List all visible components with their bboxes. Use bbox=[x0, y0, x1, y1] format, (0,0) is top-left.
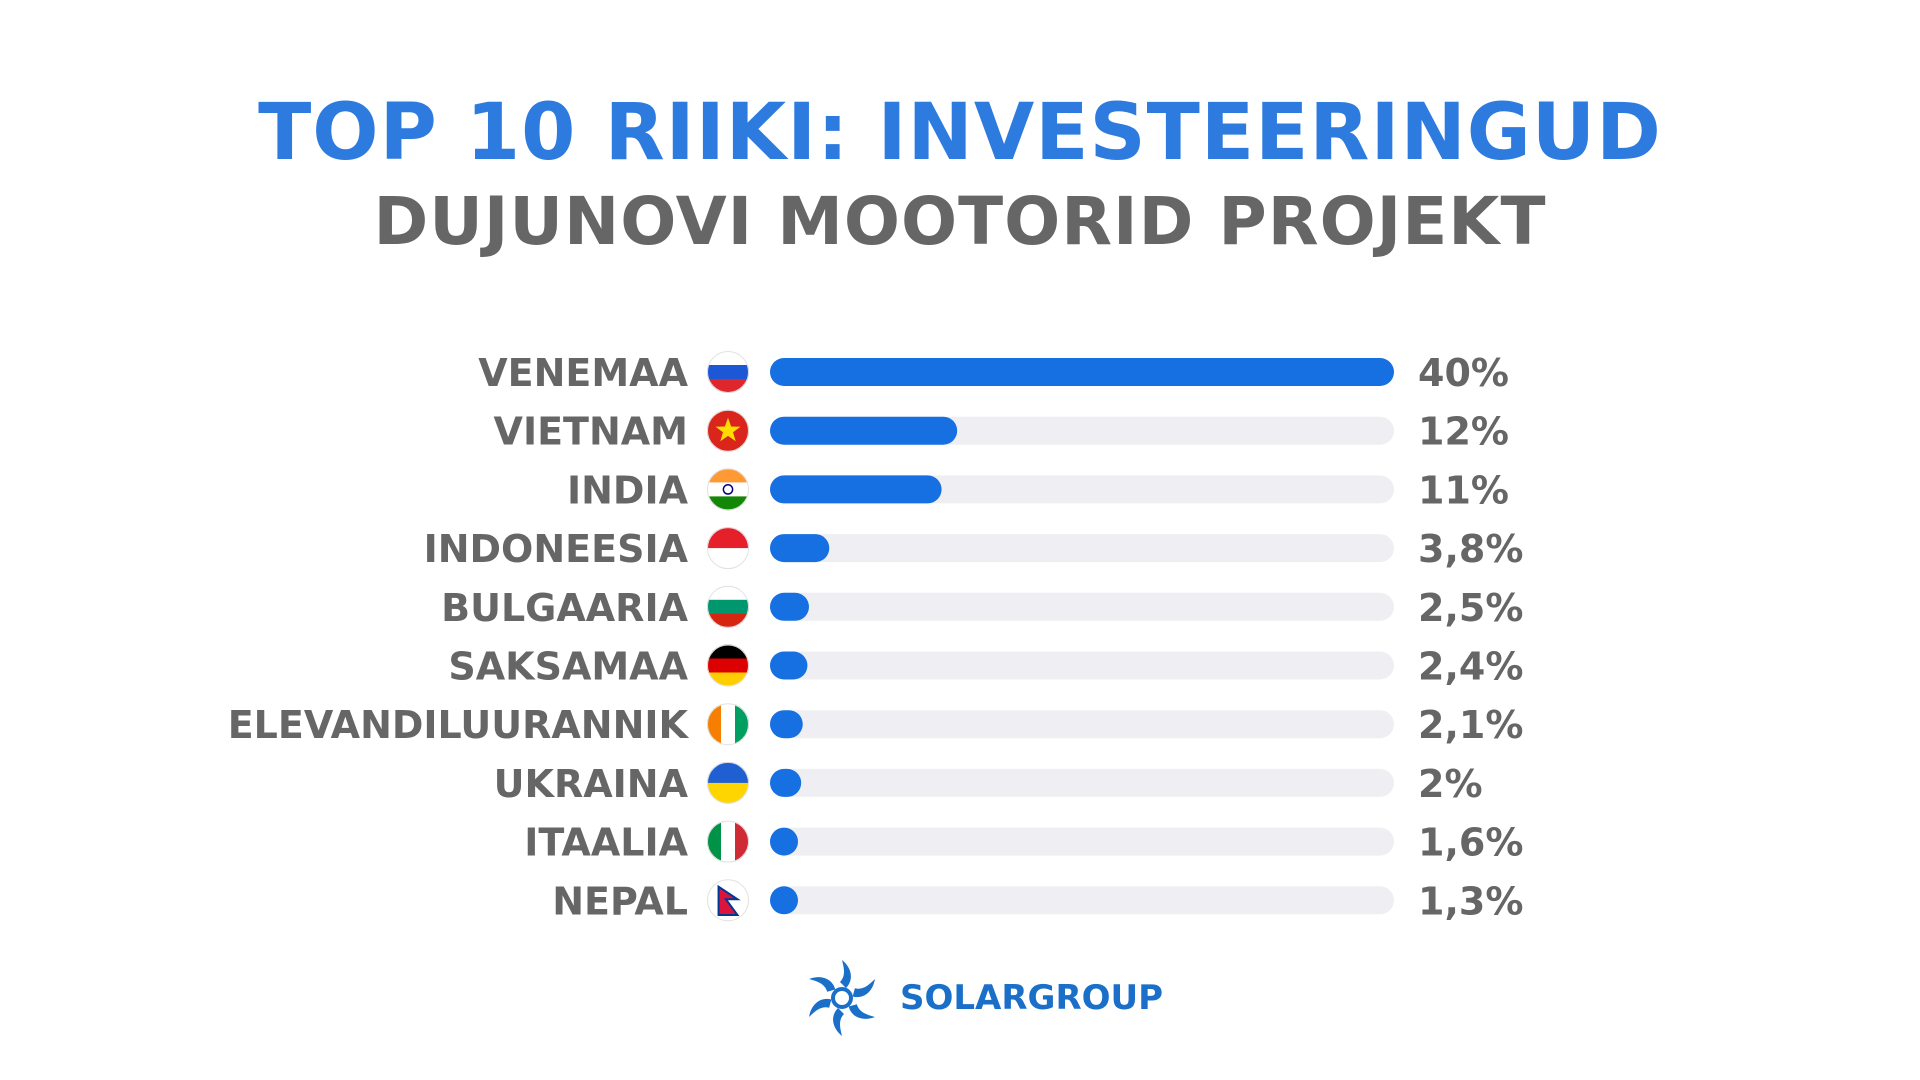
vietnam-flag-icon bbox=[707, 409, 749, 452]
country-label: VIETNAM bbox=[494, 410, 688, 454]
country-label: ITAALIA bbox=[524, 821, 688, 865]
bar bbox=[770, 710, 803, 739]
flag-ring bbox=[707, 527, 749, 570]
chart-row: UKRAINA 2% bbox=[494, 761, 1483, 806]
flag-stripe bbox=[721, 703, 736, 746]
flag-stripe bbox=[707, 482, 749, 497]
chart-row: SAKSAMAA 2,4% bbox=[448, 644, 1523, 689]
value-label: 12% bbox=[1418, 410, 1509, 454]
india-flag-icon bbox=[707, 468, 749, 511]
bar bbox=[770, 358, 1394, 386]
bar bbox=[770, 534, 830, 563]
flag-stripe bbox=[707, 548, 749, 570]
bar-track bbox=[770, 710, 1394, 739]
value-label: 2% bbox=[1418, 762, 1483, 806]
chart-row: VIETNAM 12% bbox=[494, 409, 1509, 454]
flag-ring bbox=[707, 409, 749, 452]
flag-star bbox=[715, 417, 741, 442]
chart-row: INDONEESIA 3,8% bbox=[424, 527, 1523, 571]
flag-stripe bbox=[707, 658, 749, 673]
italy-flag-icon bbox=[707, 820, 749, 863]
flag-chakra bbox=[722, 484, 734, 495]
flag-stripe bbox=[707, 365, 749, 380]
country-label: UKRAINA bbox=[494, 762, 689, 806]
flag-stripe bbox=[707, 761, 749, 784]
bar-track bbox=[770, 592, 1394, 621]
value-label: 3,8% bbox=[1418, 527, 1523, 571]
flag-ring bbox=[707, 351, 749, 393]
country-label: VENEMAA bbox=[478, 351, 688, 395]
bar bbox=[770, 651, 808, 680]
country-label: BULGAARIA bbox=[441, 586, 688, 630]
ukraine-flag-icon bbox=[707, 761, 749, 804]
bar bbox=[770, 827, 798, 856]
value-label: 40% bbox=[1418, 351, 1509, 395]
bulgaria-flag-icon bbox=[707, 585, 749, 628]
bar bbox=[770, 768, 802, 797]
country-label: INDIA bbox=[567, 468, 689, 512]
flag-ring bbox=[707, 585, 749, 628]
value-label: 11% bbox=[1418, 468, 1509, 512]
flag-stripe bbox=[707, 599, 749, 615]
flag-stripe bbox=[721, 820, 736, 863]
value-label: 2,4% bbox=[1418, 645, 1523, 689]
flag-ring bbox=[707, 820, 749, 863]
chart-row: ITAALIA 1,6% bbox=[524, 820, 1523, 865]
flag-ring bbox=[707, 644, 749, 687]
bar-track bbox=[770, 534, 1394, 563]
ivory-coast-flag-icon bbox=[707, 703, 749, 746]
flag-ring bbox=[707, 761, 749, 804]
logo-text: SOLARGROUP bbox=[900, 978, 1164, 1018]
flag-pennant bbox=[717, 884, 741, 916]
chart-row: INDIA 11% bbox=[567, 468, 1509, 512]
sun-swirl-icon bbox=[809, 960, 875, 1036]
flag-stripe bbox=[707, 782, 749, 804]
chart-subtitle: DUJUNOVI MOOTORID PROJEKT bbox=[373, 183, 1547, 260]
value-label: 1,6% bbox=[1418, 821, 1523, 865]
chart-title: TOP 10 RIIKI: INVESTEERINGUD bbox=[258, 88, 1662, 178]
chart-row: ELEVANDILUURANNIK 2,1% bbox=[228, 703, 1523, 747]
indonesia-flag-icon bbox=[707, 527, 749, 570]
value-label: 2,5% bbox=[1418, 586, 1523, 630]
bar bbox=[770, 475, 942, 504]
flag-stripe bbox=[707, 527, 749, 549]
bar-track bbox=[770, 827, 1394, 856]
nepal-flag-icon bbox=[707, 879, 749, 922]
chart-row: BULGAARIA 2,5% bbox=[441, 585, 1523, 630]
flag-ring bbox=[707, 468, 749, 511]
bar-track bbox=[770, 768, 1394, 797]
bar-track bbox=[770, 651, 1394, 680]
chart-row: VENEMAA 40% bbox=[478, 351, 1509, 395]
bar bbox=[770, 416, 958, 445]
indonesia-flag-icon bbox=[707, 527, 749, 570]
country-label: NEPAL bbox=[552, 879, 688, 923]
nepal-flag-icon bbox=[707, 879, 749, 922]
bar bbox=[770, 886, 798, 915]
chart-row: NEPAL 1,3% bbox=[552, 879, 1523, 923]
vietnam-flag-icon bbox=[707, 409, 749, 452]
value-label: 2,1% bbox=[1418, 703, 1523, 747]
germany-flag-icon bbox=[707, 644, 749, 687]
value-label: 1,3% bbox=[1418, 879, 1523, 923]
russia-flag-icon bbox=[707, 351, 749, 393]
flag-ring bbox=[707, 703, 749, 746]
bar bbox=[770, 592, 809, 621]
country-label: INDONEESIA bbox=[424, 527, 689, 571]
solargroup-logo: SOLARGROUP bbox=[800, 956, 1164, 1040]
flag-ring bbox=[707, 879, 749, 922]
ukraine-flag-icon bbox=[707, 761, 749, 804]
country-label: ELEVANDILUURANNIK bbox=[228, 703, 690, 747]
bar-track bbox=[770, 886, 1394, 915]
country-label: SAKSAMAA bbox=[448, 645, 688, 689]
